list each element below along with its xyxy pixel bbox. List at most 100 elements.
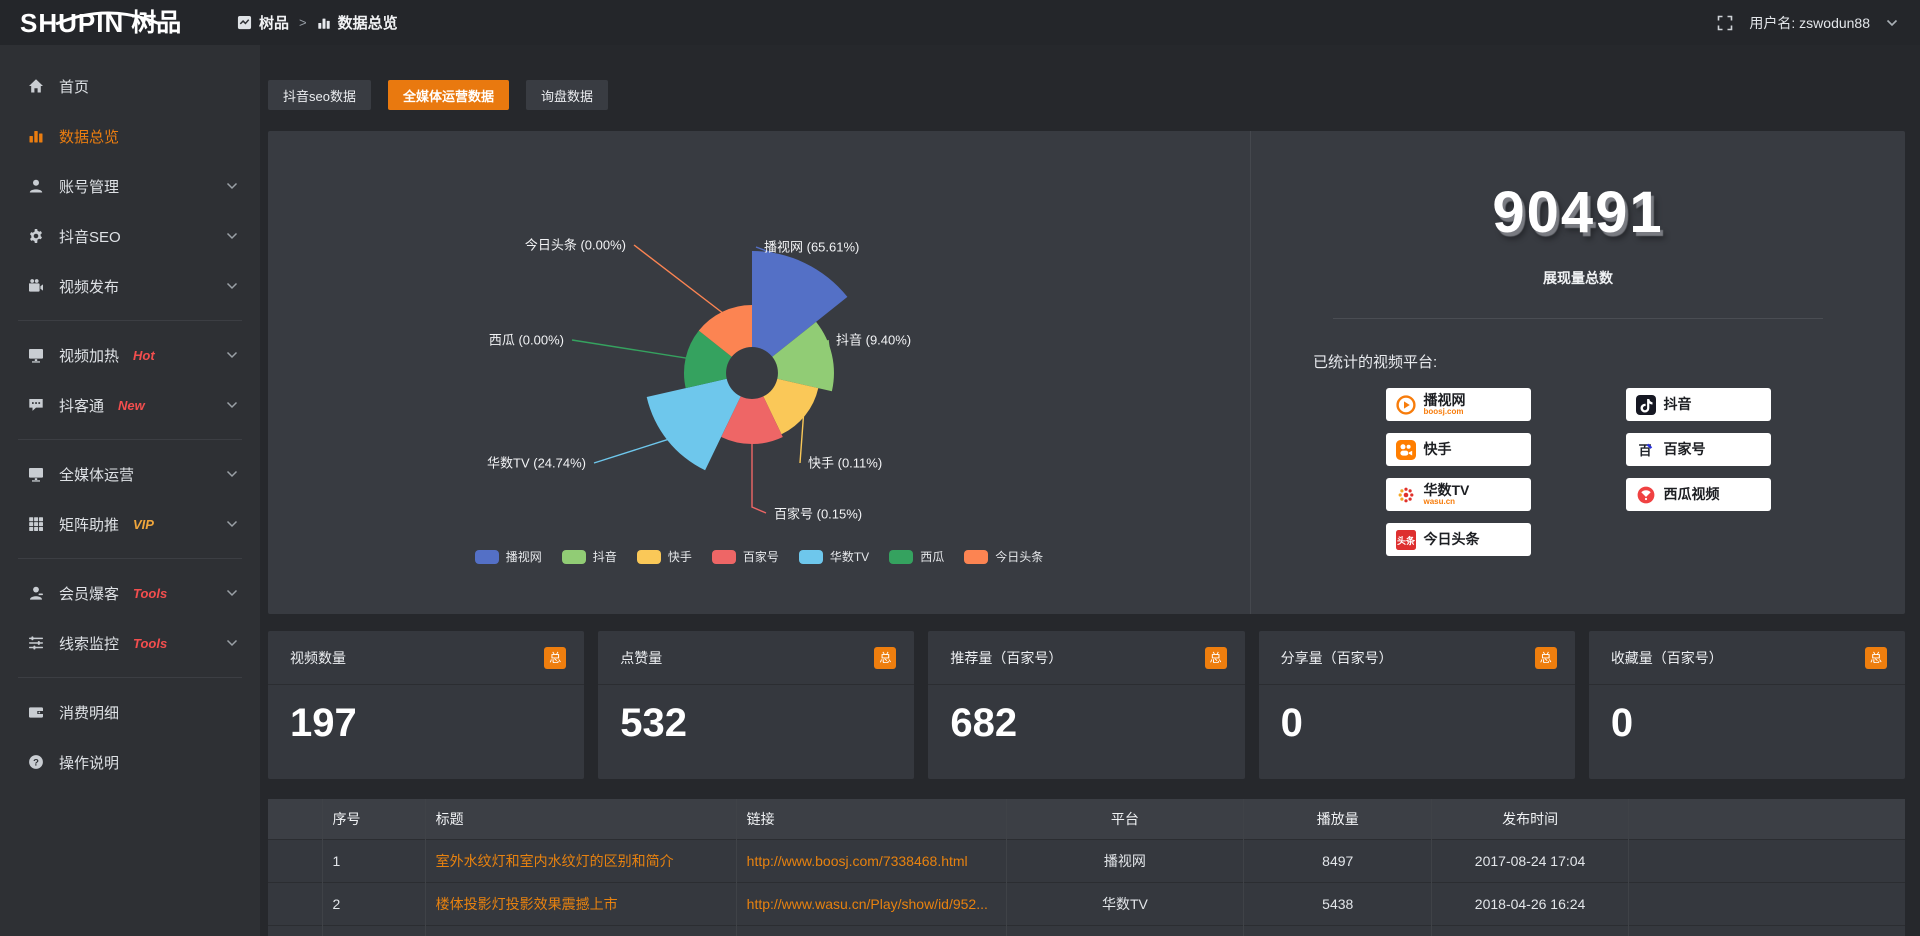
- sidebar-group: 全媒体运营 矩阵助推 VIP: [0, 449, 260, 549]
- sidebar-item-label: 抖音SEO: [59, 228, 121, 246]
- sidebar-item-4-0[interactable]: 消费明细: [0, 687, 260, 737]
- table-header-cell: 标题: [425, 799, 737, 839]
- sidebar-item-label: 视频加热: [59, 347, 120, 365]
- chart-panel: 播视网 (65.61%) 抖音 (9.40%) 快手 (0.11%) 百家号 (0.1…: [268, 131, 1905, 614]
- pie-slice-播视网[interactable]: [751, 250, 847, 357]
- tab-1[interactable]: 全媒体运营数据: [387, 80, 509, 110]
- total-badge: 总: [874, 646, 897, 669]
- douyin-note-icon: [1635, 394, 1656, 415]
- bar-chart-icon: [29, 131, 43, 143]
- legend-item-4[interactable]: 华数TV: [798, 548, 869, 565]
- platform-badge-1-2[interactable]: 西瓜视频: [1625, 478, 1771, 511]
- cell-url-link[interactable]: http://www.boosj.com/7338468.html: [746, 852, 968, 869]
- legend-item-6[interactable]: 今日头条: [964, 548, 1043, 565]
- pie-label: 西瓜 (0.00%): [488, 333, 563, 348]
- pie-slice-百家号[interactable]: [720, 396, 783, 445]
- legend-item-5[interactable]: 西瓜: [889, 548, 944, 565]
- sidebar-divider: [18, 677, 242, 678]
- legend-item-3[interactable]: 百家号: [711, 548, 779, 565]
- username-label: 用户名: zswodun88: [1749, 14, 1870, 31]
- sidebar-item-2-1[interactable]: 矩阵助推 VIP: [0, 499, 260, 549]
- sidebar-item-0-3[interactable]: 抖音SEO: [0, 211, 260, 261]
- svg-text:?: ?: [33, 757, 39, 768]
- platform-name: 华数TV: [1423, 481, 1470, 498]
- kuaishou-icon: [1395, 439, 1416, 460]
- video-camera-icon: [29, 279, 43, 292]
- pie-label: 华数TV (24.74%): [487, 456, 586, 471]
- baijiahao-icon: 百: [1635, 439, 1656, 460]
- pie-chart-section: 播视网 (65.61%) 抖音 (9.40%) 快手 (0.11%) 百家号 (0.1…: [268, 131, 1250, 614]
- bar-chart-icon: [317, 18, 330, 29]
- chevron-down-icon[interactable]: [1886, 19, 1898, 27]
- tab-0[interactable]: 抖音seo数据: [268, 80, 371, 110]
- tab-bar: 抖音seo数据 全媒体运营数据 询盘数据: [268, 80, 1905, 110]
- sidebar-item-0-1[interactable]: 数据总览: [0, 111, 260, 161]
- legend-swatch: [711, 549, 736, 564]
- breadcrumb: 树品 > 数据总览: [237, 12, 398, 33]
- chart-legend: 播视网 抖音 快手 百家号 华数TV 西瓜 今日头条: [474, 548, 1043, 565]
- sidebar-item-3-0[interactable]: 会员爆客 Tools: [0, 568, 260, 618]
- sidebar-item-1-1[interactable]: 抖客通 New: [0, 380, 260, 430]
- table-header-cell: [1628, 799, 1905, 839]
- pie-slice-抖音[interactable]: [771, 321, 834, 392]
- main-content: 抖音seo数据 全媒体运营数据 询盘数据 播视网 (65.61%) 抖音 (9.40%…: [260, 45, 1920, 936]
- pie-label-line: [798, 414, 804, 464]
- legend-label: 西瓜: [920, 550, 945, 564]
- grid-icon: [29, 517, 43, 531]
- platform-badge-1-0[interactable]: 抖音: [1625, 388, 1771, 421]
- legend-item-1[interactable]: 抖音: [561, 548, 617, 565]
- pie-label-line: [633, 244, 724, 315]
- total-badge: 总: [1534, 646, 1557, 669]
- platform-name: 百家号: [1663, 441, 1706, 458]
- breadcrumb-current: 数据总览: [337, 15, 398, 32]
- sidebar-item-3-1[interactable]: 线索监控 Tools: [0, 618, 260, 668]
- pie-slice-快手[interactable]: [762, 378, 818, 435]
- table-header: 序号 标题 链接 平台 播放量 发布时间: [268, 799, 1905, 839]
- sidebar-item-label: 全媒体运营: [59, 466, 135, 484]
- legend-swatch: [798, 549, 823, 564]
- cell-platform: [1006, 924, 1245, 936]
- platform-badge-0-3[interactable]: 头条 今日头条: [1385, 523, 1531, 556]
- stat-card-3: 分享量（百家号） 总 0: [1258, 631, 1575, 779]
- sidebar-item-1-0[interactable]: 视频加热 Hot: [0, 330, 260, 380]
- breadcrumb-root[interactable]: 树品: [259, 15, 290, 32]
- username-value[interactable]: zswodun88: [1799, 14, 1870, 31]
- cell-url-link[interactable]: http://www.wasu.cn/Play/show/id/952...: [746, 895, 988, 912]
- sidebar-group: 消费明细 ? 操作说明: [0, 687, 260, 787]
- sidebar-item-4-1[interactable]: ? 操作说明: [0, 737, 260, 787]
- shupin-logo-icon: [237, 15, 252, 30]
- pie-slice-今日头条[interactable]: [698, 305, 752, 357]
- stat-cards: 视频数量 总 197 点赞量 总 532 推荐量（百家号） 总 682 分享量（…: [268, 631, 1906, 779]
- sidebar-item-0-0[interactable]: 首页: [0, 61, 260, 111]
- cell-title-link[interactable]: 楼体投影灯投影效果震撼上市: [435, 895, 618, 912]
- sidebar-item-label: 抖客通: [59, 397, 105, 415]
- chevron-down-icon: [226, 182, 238, 190]
- tab-2[interactable]: 询盘数据: [525, 80, 608, 110]
- table-header-cell: 播放量: [1243, 799, 1433, 839]
- svg-text:头条: 头条: [1396, 535, 1415, 546]
- stat-card-label: 分享量（百家号）: [1280, 649, 1393, 666]
- sidebar-item-0-2[interactable]: 账号管理: [0, 161, 260, 211]
- pie-slice-西瓜[interactable]: [683, 330, 732, 389]
- platform-subtext: boosj.com: [1423, 406, 1464, 416]
- stat-card-value: 197: [290, 701, 357, 745]
- platform-badge-0-1[interactable]: 快手: [1385, 433, 1531, 466]
- sidebar-item-label: 数据总览: [59, 128, 120, 146]
- sidebar-item-label: 会员爆客: [59, 585, 120, 603]
- body-row: 首页 数据总览 账号管理 抖音SEO 视频发布: [0, 45, 1920, 936]
- sidebar-group: 会员爆客 Tools 线索监控 Tools: [0, 568, 260, 668]
- legend-item-0[interactable]: 播视网: [474, 548, 542, 565]
- sidebar-divider: [18, 439, 242, 440]
- sliders-icon: [29, 636, 43, 650]
- cell-index: 1: [322, 838, 426, 882]
- pie-slice-华数TV[interactable]: [646, 378, 741, 471]
- legend-item-2[interactable]: 快手: [636, 548, 692, 565]
- cell-title-link[interactable]: 室外水纹灯和室内水纹灯的区别和简介: [435, 852, 674, 869]
- sidebar-item-0-4[interactable]: 视频发布: [0, 261, 260, 311]
- platforms-label: 已统计的视频平台:: [1313, 354, 1438, 371]
- platform-badge-1-1[interactable]: 百 百家号: [1625, 433, 1771, 466]
- platform-badge-0-0[interactable]: 播视网 boosj.com: [1385, 388, 1531, 421]
- fullscreen-icon[interactable]: [1717, 15, 1733, 31]
- sidebar-item-2-0[interactable]: 全媒体运营: [0, 449, 260, 499]
- platform-badge-0-2[interactable]: 华数TV wasu.cn: [1385, 478, 1531, 511]
